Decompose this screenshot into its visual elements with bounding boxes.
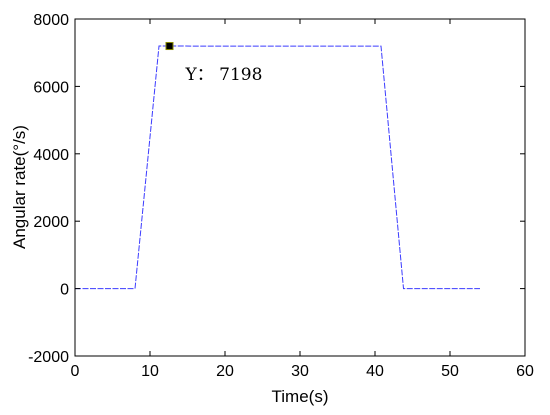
plot-area — [75, 19, 525, 356]
datatip-marker — [165, 42, 174, 51]
x-tick-label: 60 — [516, 363, 534, 380]
x-tick-label: 0 — [71, 363, 80, 380]
x-tick-label: 50 — [441, 363, 459, 380]
x-tick-label: 30 — [291, 363, 309, 380]
x-tick-label: 20 — [216, 363, 234, 380]
x-tick-label: 40 — [366, 363, 384, 380]
y-tick-label: 0 — [60, 282, 69, 299]
x-tick-label: 10 — [141, 363, 159, 380]
y-tick-label: 4000 — [33, 147, 69, 164]
series-layer — [75, 45, 480, 290]
y-tick-label: 8000 — [33, 12, 69, 29]
y-tick-label: 6000 — [33, 79, 69, 96]
plot-frame — [74, 18, 526, 357]
datatip-label: Y： 7198 — [185, 65, 263, 85]
y-tick-label: -2000 — [28, 349, 69, 366]
y-tick-label: 2000 — [33, 214, 69, 231]
y-axis-title: Angular rate(°/s) — [10, 125, 29, 249]
annotation-layer: Y： 7198 — [165, 42, 263, 85]
x-axis-title: Time(s) — [272, 387, 329, 406]
series-line — [75, 45, 480, 290]
